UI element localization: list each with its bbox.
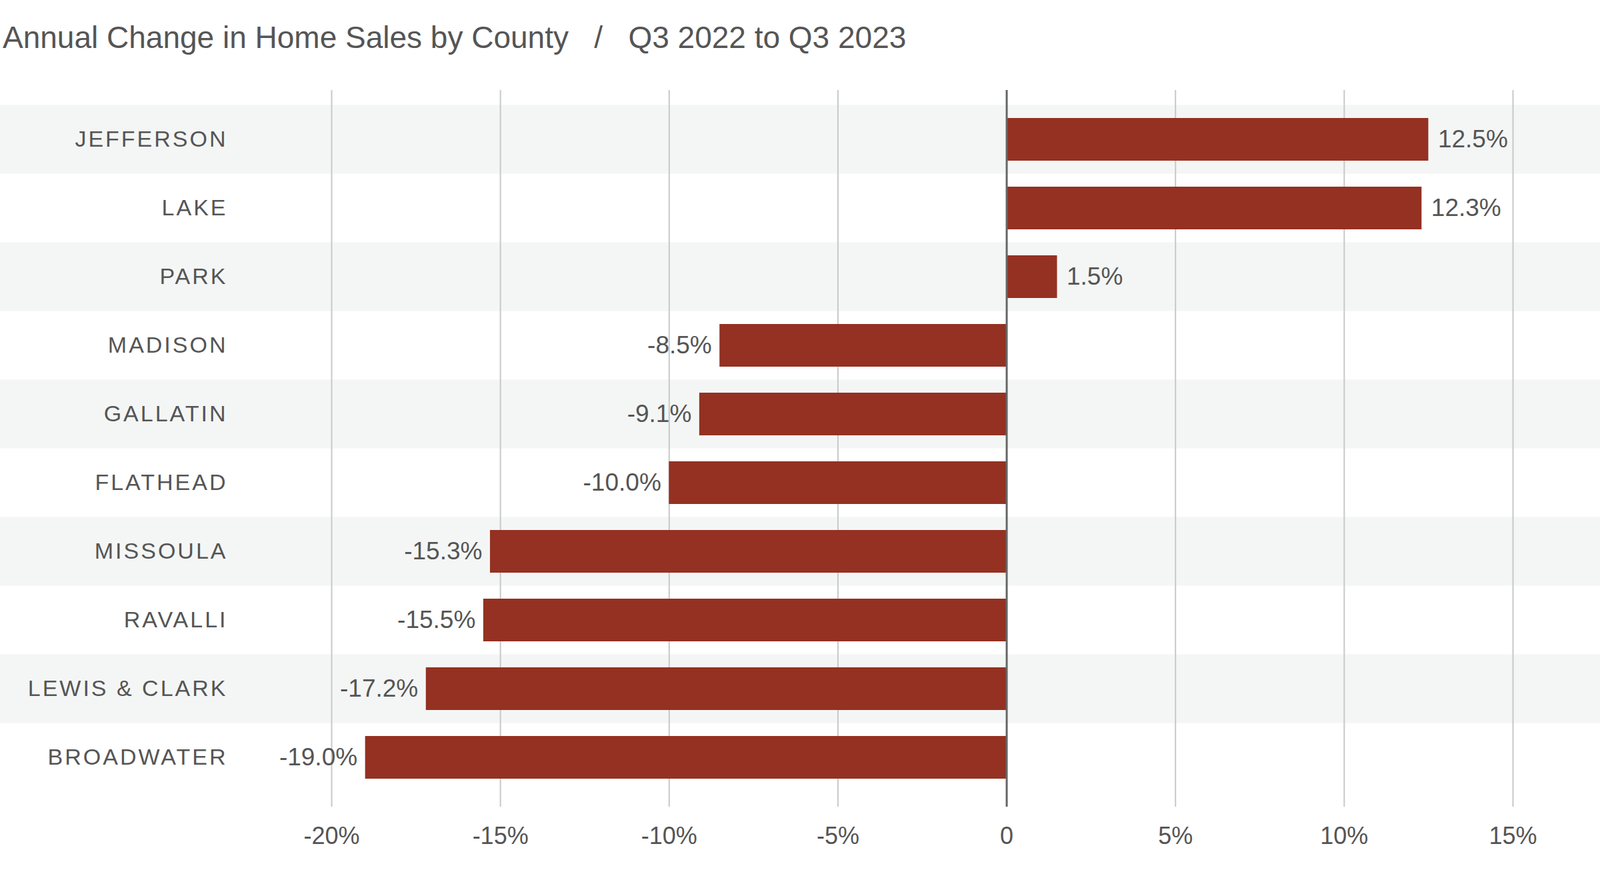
svg-text:12.3%: 12.3% bbox=[1431, 194, 1502, 222]
svg-text:-5%: -5% bbox=[816, 822, 860, 850]
svg-text:15%: 15% bbox=[1488, 822, 1537, 850]
svg-text:PARK: PARK bbox=[159, 263, 228, 289]
svg-text:-19.0%: -19.0% bbox=[279, 743, 358, 771]
svg-text:LAKE: LAKE bbox=[162, 194, 228, 220]
svg-text:10%: 10% bbox=[1320, 822, 1368, 850]
svg-text:1.5%: 1.5% bbox=[1066, 262, 1123, 290]
svg-text:-9.1%: -9.1% bbox=[627, 400, 692, 428]
svg-text:-15.3%: -15.3% bbox=[404, 537, 482, 565]
svg-text:-10%: -10% bbox=[641, 822, 698, 850]
svg-text:GALLATIN: GALLATIN bbox=[104, 400, 228, 426]
svg-text:MADISON: MADISON bbox=[108, 332, 228, 358]
svg-text:12.5%: 12.5% bbox=[1438, 125, 1508, 153]
svg-text:-17.2%: -17.2% bbox=[340, 674, 418, 702]
svg-text:-15.5%: -15.5% bbox=[397, 606, 476, 634]
svg-text:BROADWATER: BROADWATER bbox=[48, 744, 228, 770]
svg-text:-15%: -15% bbox=[472, 822, 529, 850]
svg-text:FLATHEAD: FLATHEAD bbox=[94, 469, 228, 495]
svg-text:RAVALLI: RAVALLI bbox=[124, 606, 228, 632]
svg-text:MISSOULA: MISSOULA bbox=[94, 538, 228, 564]
svg-text:-8.5%: -8.5% bbox=[647, 331, 712, 359]
svg-text:0: 0 bbox=[1000, 822, 1014, 850]
svg-text:LEWIS & CLARK: LEWIS & CLARK bbox=[28, 675, 228, 701]
svg-text:-20%: -20% bbox=[303, 822, 360, 850]
svg-text:5%: 5% bbox=[1158, 822, 1193, 850]
html-text:Annual Change in Home Sales by: Annual Change in Home Sales by County / … bbox=[2, 20, 907, 55]
svg-text:-10.0%: -10.0% bbox=[583, 468, 662, 496]
svg-text:JEFFERSON: JEFFERSON bbox=[74, 126, 228, 152]
